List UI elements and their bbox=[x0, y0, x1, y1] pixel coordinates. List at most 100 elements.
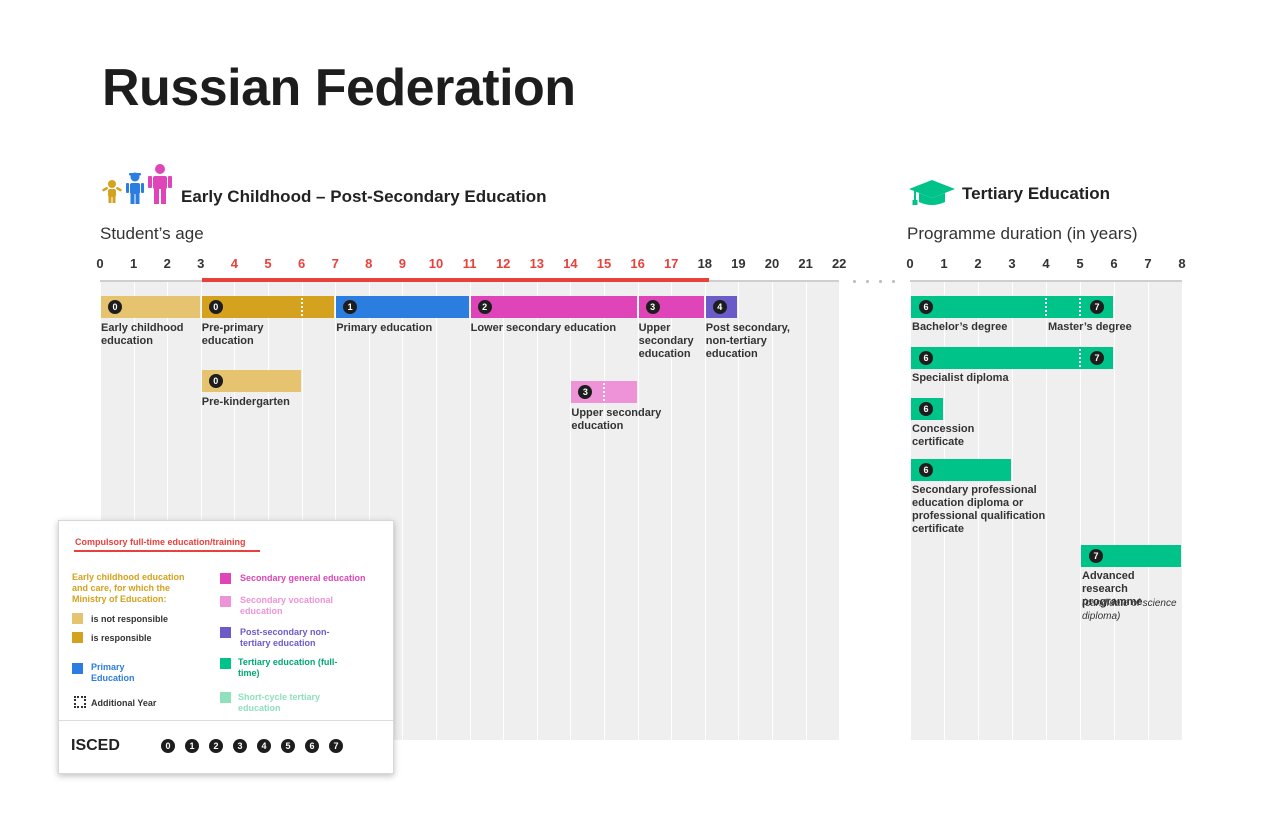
programme-label: Pre-primary education bbox=[201, 322, 264, 347]
programme-bar-upper-secondary-vocational: 3 bbox=[571, 381, 637, 403]
duration-gridline bbox=[1182, 282, 1183, 740]
age-gridline bbox=[604, 282, 605, 740]
programme-divider bbox=[1079, 298, 1081, 316]
age-tick-label: 3 bbox=[197, 256, 205, 271]
graduation-cap-icon bbox=[909, 180, 955, 205]
age-tick-label: 7 bbox=[331, 256, 339, 271]
age-tick-label: 22 bbox=[831, 256, 847, 271]
legend-isced-badge: 7 bbox=[329, 739, 343, 753]
duration-tick-label: 7 bbox=[1144, 256, 1152, 271]
legend-isced-label: ISCED bbox=[71, 737, 120, 754]
legend-secondary-general-swatch bbox=[220, 573, 231, 584]
age-tick-label: 0 bbox=[96, 256, 104, 271]
additional-year-marker bbox=[602, 383, 605, 401]
age-column bbox=[503, 282, 537, 740]
legend-secondary-vocational-label: Secondary vocational education bbox=[240, 595, 334, 616]
isced-level-badge: 7 bbox=[1090, 351, 1104, 365]
age-gridline bbox=[738, 282, 740, 740]
age-gridline bbox=[335, 282, 337, 740]
compulsory-education-line bbox=[202, 278, 709, 282]
legend-compulsory-label: Compulsory full-time education/training bbox=[75, 537, 246, 547]
age-tick-label: 11 bbox=[462, 256, 477, 271]
age-gridline bbox=[503, 282, 505, 740]
isced-level-badge: 7 bbox=[1090, 300, 1104, 314]
duration-tick-label: 3 bbox=[1008, 256, 1016, 271]
age-tick-label: 9 bbox=[398, 256, 406, 271]
isced-level-badge: 0 bbox=[108, 300, 122, 314]
age-tick-label: 17 bbox=[663, 256, 679, 271]
programme-bar-primary: 1 bbox=[336, 296, 469, 318]
children-icon bbox=[102, 164, 172, 204]
legend-isced-badge: 6 bbox=[305, 739, 319, 753]
duration-tick-label: 0 bbox=[906, 256, 914, 271]
legend-isced-badge: 0 bbox=[161, 739, 175, 753]
age-gridline bbox=[704, 282, 706, 740]
duration-axis-baseline bbox=[910, 280, 1182, 282]
legend-short-cycle-swatch bbox=[220, 692, 231, 703]
left-section-title: Early Childhood – Post-Secondary Educati… bbox=[181, 187, 547, 206]
age-gridline bbox=[234, 282, 236, 740]
isced-level-badge: 0 bbox=[208, 374, 223, 388]
duration-gridline bbox=[1148, 282, 1149, 740]
age-gridline bbox=[839, 282, 841, 740]
programme-bar-lower-secondary: 2 bbox=[470, 296, 637, 318]
duration-column bbox=[1114, 282, 1148, 740]
age-gridline bbox=[301, 282, 303, 740]
isced-level-badge: 7 bbox=[1089, 549, 1103, 563]
age-tick-label: 6 bbox=[297, 256, 306, 271]
age-column bbox=[772, 282, 806, 740]
legend-additional-year-label: Additional Year bbox=[91, 698, 157, 708]
age-gridline bbox=[637, 282, 639, 740]
programme-label: Upper secondary education bbox=[571, 407, 662, 432]
age-column bbox=[671, 282, 705, 740]
isced-level-badge: 6 bbox=[919, 402, 933, 416]
age-axis-title: Student’s age bbox=[100, 224, 204, 243]
age-tick-label: 13 bbox=[529, 256, 545, 271]
additional-year-marker bbox=[300, 298, 303, 316]
duration-column bbox=[1148, 282, 1182, 740]
age-column bbox=[570, 282, 604, 740]
duration-gridline bbox=[978, 282, 979, 740]
programme-bar-pre-kindergarten: 0 bbox=[201, 370, 301, 392]
isced-level-badge: 6 bbox=[919, 300, 933, 314]
age-tick-label: 1 bbox=[129, 256, 138, 271]
age-tick-label: 5 bbox=[264, 256, 272, 271]
age-tick-label: 2 bbox=[163, 256, 171, 271]
age-tick-label: 16 bbox=[630, 256, 645, 271]
age-gridline bbox=[805, 282, 807, 740]
legend-secondary-vocational-swatch bbox=[220, 596, 231, 607]
age-column bbox=[436, 282, 470, 740]
age-column bbox=[469, 282, 504, 740]
age-column bbox=[637, 282, 672, 740]
legend-isced-badge: 2 bbox=[209, 739, 223, 753]
legend-ec-responsible-label: is responsible bbox=[91, 633, 152, 643]
age-tick-label: 21 bbox=[798, 256, 813, 271]
duration-gridline bbox=[944, 282, 945, 740]
age-column bbox=[402, 282, 436, 740]
duration-gridline bbox=[1080, 282, 1081, 740]
age-column bbox=[738, 282, 772, 740]
age-gridline bbox=[167, 282, 169, 740]
duration-tick-label: 6 bbox=[1110, 256, 1118, 271]
legend-tertiary-swatch bbox=[220, 658, 231, 669]
legend-short-cycle-label: Short-cycle tertiary education bbox=[238, 692, 321, 713]
age-gridline bbox=[671, 282, 673, 740]
tertiary-label: Advanced research programme bbox=[1082, 570, 1143, 608]
tertiary-bar-secondary-professional: 6 bbox=[911, 459, 1011, 481]
programme-divider bbox=[636, 298, 639, 316]
age-gridline bbox=[100, 282, 101, 740]
legend-divider bbox=[59, 720, 393, 721]
programme-divider bbox=[1079, 349, 1081, 367]
legend-post-secondary-label: Post-secondary non-tertiary education bbox=[240, 627, 330, 648]
tertiary-label: Specialist diploma bbox=[912, 372, 1009, 384]
tertiary-label: Master’s degree bbox=[1048, 321, 1132, 333]
age-tick-label: 8 bbox=[365, 256, 373, 271]
tertiary-bar-advanced-research: 7 bbox=[1081, 545, 1181, 567]
legend-ec-responsible-swatch bbox=[72, 632, 83, 643]
legend-tertiary-label: Tertiary education (full-time) bbox=[238, 657, 338, 678]
isced-level-badge: 2 bbox=[477, 300, 492, 314]
duration-axis-title: Programme duration (in years) bbox=[907, 224, 1138, 243]
legend-isced-badge: 5 bbox=[281, 739, 295, 753]
